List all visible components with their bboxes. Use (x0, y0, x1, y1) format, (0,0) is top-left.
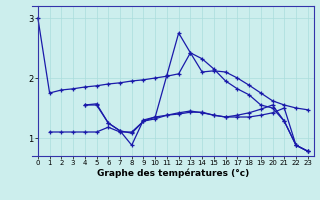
X-axis label: Graphe des températures (°c): Graphe des températures (°c) (97, 169, 249, 178)
